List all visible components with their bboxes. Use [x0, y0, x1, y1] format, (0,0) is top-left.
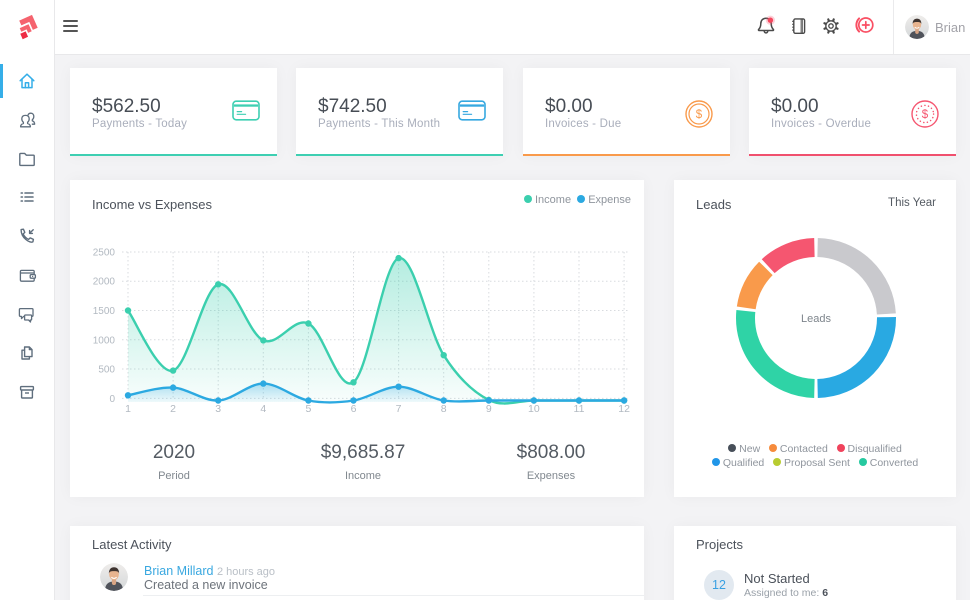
svg-text:$: $ — [922, 109, 929, 121]
svg-text:8: 8 — [441, 403, 447, 415]
svg-text:5: 5 — [305, 403, 311, 415]
svg-text:1: 1 — [125, 403, 131, 415]
svg-text:0: 0 — [109, 394, 115, 405]
svg-text:11: 11 — [574, 403, 585, 415]
svg-text:2: 2 — [170, 403, 176, 415]
svg-text:2000: 2000 — [93, 277, 116, 288]
svg-text:500: 500 — [98, 365, 115, 376]
svg-text:3: 3 — [215, 403, 221, 415]
svg-text:10: 10 — [528, 403, 540, 415]
svg-text:12: 12 — [618, 403, 630, 415]
svg-text:9: 9 — [486, 403, 492, 415]
svg-text:1500: 1500 — [93, 306, 116, 317]
svg-text:6: 6 — [351, 403, 357, 415]
svg-text:Leads: Leads — [801, 313, 831, 325]
svg-text:2500: 2500 — [93, 248, 116, 259]
svg-text:$: $ — [696, 109, 703, 121]
svg-text:4: 4 — [260, 403, 266, 415]
svg-text:7: 7 — [396, 403, 402, 415]
svg-text:1000: 1000 — [93, 335, 116, 346]
